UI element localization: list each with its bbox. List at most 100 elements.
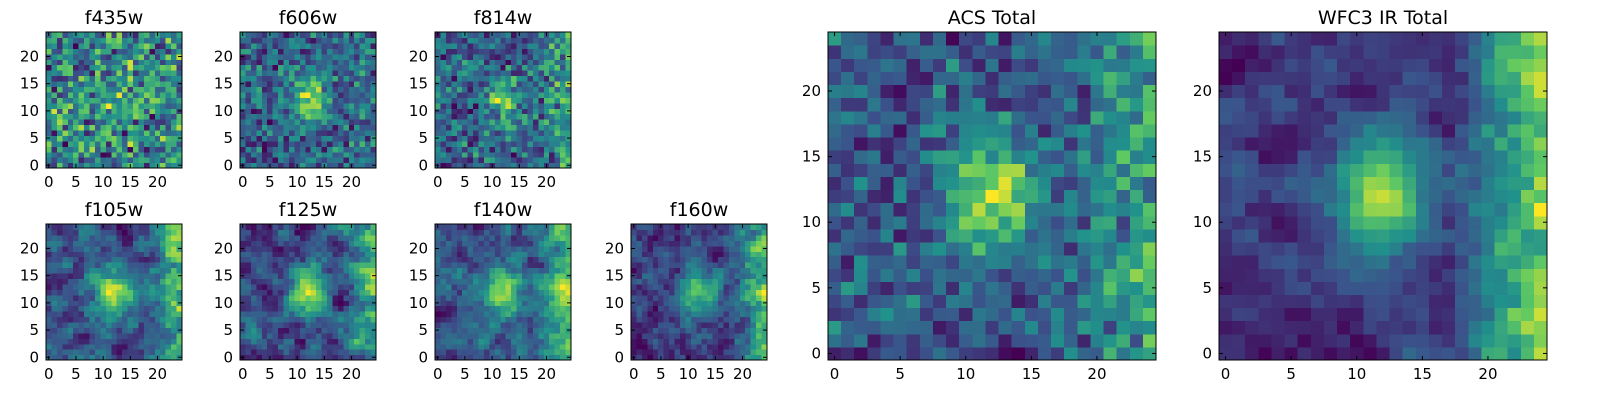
heatmap-cell (327, 332, 334, 339)
heatmap-cell (1064, 189, 1078, 204)
heatmap-cell (647, 251, 654, 258)
heatmap-cell (1077, 294, 1091, 309)
heatmap-cell (522, 234, 529, 241)
heatmap-cell (932, 294, 947, 309)
heatmap-cell (543, 321, 550, 328)
heatmap-cell (327, 113, 334, 120)
heatmap-cell (56, 283, 63, 290)
heatmap-cell (1024, 189, 1039, 204)
heatmap-cell (365, 343, 372, 350)
heatmap-cell (467, 321, 474, 328)
heatmap-cell (478, 102, 485, 109)
heatmap-cell (100, 108, 107, 115)
heatmap-cell (67, 129, 74, 136)
heatmap-cell (111, 162, 118, 169)
heatmap-cell (483, 135, 490, 142)
heatmap-cell (516, 42, 523, 49)
heatmap-cell (261, 135, 268, 142)
heatmap-cell (133, 113, 140, 120)
heatmap-cell (985, 268, 1000, 282)
heatmap-cell (78, 37, 85, 44)
heatmap-cell (149, 151, 156, 158)
heatmap-cell (272, 245, 279, 252)
heatmap-cell (734, 289, 741, 296)
heatmap-cell (138, 256, 145, 263)
heatmap-cell (288, 234, 295, 241)
heatmap-cell (272, 135, 279, 142)
heatmap-cell (89, 157, 96, 164)
heatmap-cell (78, 262, 85, 269)
heatmap-cell (154, 113, 161, 120)
heatmap-cell (723, 224, 730, 231)
heatmap-cell (62, 251, 69, 258)
heatmap-cell (1064, 241, 1078, 256)
heatmap-cell (261, 305, 268, 312)
heatmap-cell (267, 349, 274, 356)
heatmap-cell (440, 332, 447, 339)
heatmap-cell (89, 305, 96, 312)
heatmap-cell (267, 316, 274, 323)
heatmap-cell (84, 240, 91, 247)
heatmap-cell (685, 272, 692, 279)
heatmap-cell (327, 135, 334, 142)
heatmap-cell (560, 251, 567, 258)
heatmap-cell (261, 240, 268, 247)
heatmap-cell (685, 343, 692, 350)
heatmap-cell (679, 316, 686, 323)
heatmap-cell (365, 59, 372, 66)
heatmap-cell (483, 157, 490, 164)
heatmap-cell (718, 234, 725, 241)
heatmap-cell (435, 48, 442, 55)
heatmap-cell (467, 240, 474, 247)
heatmap-cell (554, 140, 561, 147)
heatmap-cell (111, 267, 118, 274)
heatmap-cell (62, 224, 69, 231)
heatmap-cell (828, 215, 842, 230)
heatmap-cell (359, 343, 366, 350)
heatmap-cell (165, 256, 172, 263)
heatmap-cell (245, 135, 252, 142)
heatmap-cell (451, 278, 458, 285)
heatmap-cell (728, 349, 735, 356)
heatmap-cell (435, 251, 442, 258)
heatmap-cell (1116, 176, 1131, 191)
heatmap-cell (122, 283, 129, 290)
heatmap-cell (494, 327, 501, 334)
heatmap-cell (359, 267, 366, 274)
heatmap-cell (250, 48, 257, 55)
heatmap-cell (880, 228, 895, 243)
heatmap-cell (505, 229, 512, 236)
heatmap-cell (305, 86, 312, 93)
heatmap-cell (828, 228, 842, 243)
heatmap-cell (105, 262, 112, 269)
heatmap-cell (133, 151, 140, 158)
heatmap-cell (511, 272, 518, 279)
heatmap-cell (359, 283, 366, 290)
heatmap-cell (116, 64, 123, 71)
heatmap-cell (494, 64, 501, 71)
heatmap-cell (527, 338, 534, 345)
heatmap-cell (165, 91, 172, 98)
heatmap-cell (288, 294, 295, 301)
x-tick-label: 10 (94, 365, 113, 383)
heatmap-cell (294, 294, 301, 301)
heatmap-cell (728, 311, 735, 318)
heatmap-cell (149, 262, 156, 269)
heatmap-cell (143, 262, 150, 269)
heatmap-cell (250, 300, 257, 307)
heatmap-cell (84, 262, 91, 269)
heatmap-cell (240, 119, 247, 126)
heatmap-cell (56, 251, 63, 258)
heatmap-cell (636, 240, 643, 247)
heatmap-cell (647, 272, 654, 279)
heatmap-cell (734, 311, 741, 318)
heatmap-cell (359, 119, 366, 126)
heatmap-cell (669, 316, 676, 323)
heatmap-cell (511, 327, 518, 334)
heatmap-cell (138, 294, 145, 301)
heatmap-cell (549, 343, 556, 350)
heatmap-cell (327, 48, 334, 55)
heatmap-cell (299, 343, 306, 350)
heatmap-cell (133, 97, 140, 104)
heatmap-cell (467, 119, 474, 126)
